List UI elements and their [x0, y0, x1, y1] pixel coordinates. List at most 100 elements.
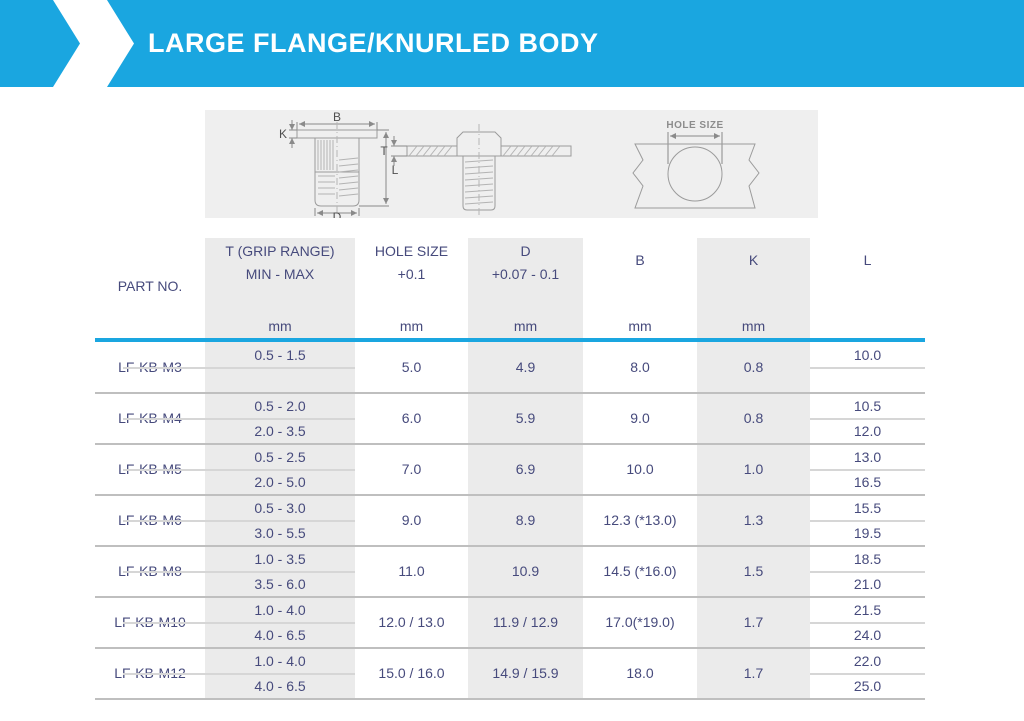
- cell-t-max: 3.5 - 6.0: [254, 576, 306, 592]
- cell-b: 14.5 (*16.0): [603, 563, 677, 579]
- table-row: LF-KB-M10 1.0 - 4.0 4.0 - 6.5 12.0 / 13.…: [95, 598, 925, 649]
- header-accent-rule: [95, 338, 925, 342]
- cell-b: 10.0: [626, 461, 654, 477]
- col-header-part-no: PART NO.: [117, 278, 183, 294]
- col-unit-hole-size: mm: [399, 318, 424, 334]
- t-subrow-divider: [123, 571, 355, 573]
- diagram-panel: B K: [205, 110, 818, 218]
- cell-hole-size: 5.0: [401, 359, 422, 375]
- cell-d: 6.9: [515, 461, 536, 477]
- cell-l-long: 12.0: [853, 423, 882, 439]
- cell-t-min: 0.5 - 1.5: [254, 347, 306, 363]
- cell-d: 11.9 / 12.9: [492, 614, 559, 630]
- cell-hole-size: 6.0: [401, 410, 422, 426]
- cell-t-min: 1.0 - 4.0: [254, 653, 306, 669]
- l-subrow-divider: [810, 418, 925, 420]
- cell-l-short: 18.5: [853, 551, 882, 567]
- col-header-d: D: [520, 243, 531, 259]
- column-shade-k: [697, 238, 810, 700]
- cell-b: 12.3 (*13.0): [603, 512, 677, 528]
- cell-l-short: 22.0: [853, 653, 882, 669]
- cell-k: 1.7: [743, 665, 764, 681]
- cell-hole-size: 9.0: [401, 512, 422, 528]
- front-view-diagram: B K: [279, 110, 399, 218]
- cell-k: 1.3: [743, 512, 764, 528]
- t-subrow-divider: [123, 622, 355, 624]
- col-unit-k: mm: [741, 318, 766, 334]
- table-row: LF-KB-M8 1.0 - 3.5 3.5 - 6.0 11.0 10.9 1…: [95, 547, 925, 598]
- cell-d: 8.9: [515, 512, 536, 528]
- col-subheader-hole-size: +0.1: [397, 266, 426, 282]
- cell-t-min: 1.0 - 3.5: [254, 551, 306, 567]
- cell-d: 5.9: [515, 410, 536, 426]
- cell-t-min: 0.5 - 2.5: [254, 449, 306, 465]
- hole-size-diagram: HOLE SIZE: [632, 120, 760, 209]
- cell-t-max: 3.0 - 5.5: [254, 525, 306, 541]
- table-row: LF-KB-M5 0.5 - 2.5 2.0 - 5.0 7.0 6.9 10.…: [95, 445, 925, 496]
- t-subrow-divider: [123, 418, 355, 420]
- l-subrow-divider: [810, 367, 925, 369]
- cell-hole-size: 7.0: [401, 461, 422, 477]
- dim-label-k: K: [279, 127, 287, 141]
- dim-label-b: B: [333, 110, 341, 124]
- cell-l-short: 15.5: [853, 500, 882, 516]
- cell-b: 18.0: [626, 665, 654, 681]
- col-unit-b: mm: [628, 318, 652, 334]
- header-banner: LARGE FLANGE/KNURLED BODY: [0, 0, 1024, 87]
- cell-t-max: 4.0 - 6.5: [254, 678, 306, 694]
- cell-t-min: 1.0 - 4.0: [254, 602, 306, 618]
- table-row: LF-KB-M6 0.5 - 3.0 3.0 - 5.5 9.0 8.9 12.…: [95, 496, 925, 547]
- t-subrow-divider: [123, 520, 355, 522]
- l-subrow-divider: [810, 520, 925, 522]
- cell-hole-size: 15.0 / 16.0: [378, 665, 445, 681]
- spec-table: PART NO. T (GRIP RANGE) MIN - MAX mm HOL…: [95, 238, 925, 700]
- table-row: LF-KB-M4 0.5 - 2.0 2.0 - 3.5 6.0 5.9 9.0…: [95, 394, 925, 445]
- cell-l-short: 21.5: [853, 602, 882, 618]
- col-subheader-d: +0.07 - 0.1: [491, 266, 560, 282]
- l-subrow-divider: [810, 622, 925, 624]
- cell-l-short: 10.5: [853, 398, 882, 414]
- dim-label-d: D: [333, 210, 342, 218]
- chevron-icon: [53, 0, 134, 87]
- col-unit-d: mm: [513, 318, 538, 334]
- cell-b: 8.0: [630, 359, 650, 375]
- l-subrow-divider: [810, 469, 925, 471]
- hole-size-label: HOLE SIZE: [666, 120, 723, 131]
- cell-l-short: 13.0: [853, 449, 882, 465]
- cell-l-long: [810, 369, 925, 392]
- cell-l-long: 19.5: [853, 525, 882, 541]
- cell-l-long: 24.0: [853, 627, 882, 643]
- cell-k: 0.8: [743, 359, 764, 375]
- cell-d: 4.9: [515, 359, 536, 375]
- t-subrow-divider: [123, 673, 355, 675]
- cell-b: 17.0(*19.0): [605, 614, 675, 630]
- column-shade-d: [468, 238, 583, 700]
- cell-t-min: 0.5 - 2.0: [254, 398, 306, 414]
- col-unit-t-grip: mm: [268, 318, 292, 334]
- t-subrow-divider: [123, 367, 355, 369]
- cell-t-max: 4.0 - 6.5: [254, 627, 306, 643]
- cell-d: 10.9: [511, 563, 540, 579]
- col-header-l: L: [863, 252, 872, 268]
- l-subrow-divider: [810, 673, 925, 675]
- col-header-k: K: [748, 252, 759, 268]
- cell-l-long: 25.0: [853, 678, 882, 694]
- col-subheader-t-grip: MIN - MAX: [245, 266, 315, 282]
- cell-k: 0.8: [743, 410, 764, 426]
- cell-t-max: 2.0 - 5.0: [254, 474, 306, 490]
- cell-d: 14.9 / 15.9: [492, 665, 559, 681]
- cell-k: 1.0: [743, 461, 764, 477]
- cell-l-long: 16.5: [853, 474, 882, 490]
- table-row: LF-KB-M3 0.5 - 1.5 5.0 4.9 8.0 0.8 10.0: [95, 343, 925, 394]
- cell-hole-size: 11.0: [398, 563, 425, 579]
- table-body: LF-KB-M3 0.5 - 1.5 5.0 4.9 8.0 0.8 10.0 …: [95, 343, 925, 700]
- cell-t-max: 2.0 - 3.5: [254, 423, 306, 439]
- cell-l-short: 10.0: [853, 347, 882, 363]
- cell-hole-size: 12.0 / 13.0: [378, 614, 445, 630]
- col-header-b: B: [635, 252, 645, 268]
- cell-k: 1.5: [743, 563, 764, 579]
- dim-label-l: L: [392, 163, 399, 177]
- cell-t-min: 0.5 - 3.0: [254, 500, 306, 516]
- dim-label-t: T: [380, 144, 388, 158]
- installed-view-diagram: T: [380, 124, 572, 216]
